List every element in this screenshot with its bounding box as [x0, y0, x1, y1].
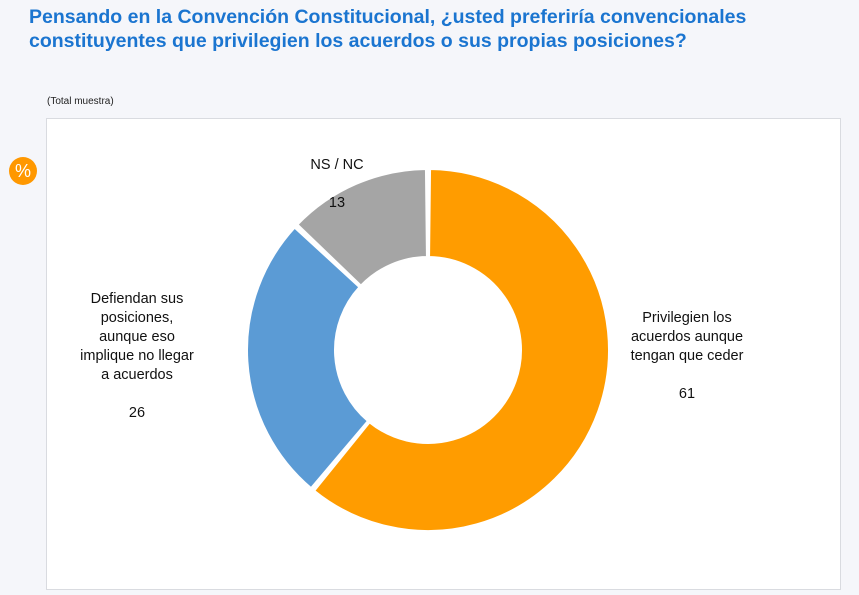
chart-title: Pensando en la Convención Constitucional… [29, 6, 747, 52]
slice-label-acuerdos: Privilegien los acuerdos aunque tengan q… [607, 290, 767, 423]
slice-label-nsnc: NS / NC 13 [277, 137, 397, 232]
slice-value: 13 [328, 195, 346, 211]
chart-panel: Privilegien los acuerdos aunque tengan q… [46, 118, 841, 590]
slice-value: 61 [678, 386, 696, 402]
slice-value: 26 [128, 405, 146, 421]
slice-label-text: Defiendan sus posiciones, aunque eso imp… [80, 291, 194, 383]
slice-label-text: NS / NC [310, 157, 364, 173]
slice-label-text: Privilegien los acuerdos aunque tengan q… [630, 310, 744, 364]
percent-icon: % [9, 157, 37, 185]
donut-slice-0 [312, 167, 610, 532]
donut-chart [246, 167, 610, 532]
donut-slice-2 [296, 167, 428, 287]
donut-slice-1 [246, 226, 370, 490]
chart-subtitle: (Total muestra) [47, 96, 114, 107]
slice-label-posiciones: Defiendan sus posiciones, aunque eso imp… [57, 271, 217, 442]
